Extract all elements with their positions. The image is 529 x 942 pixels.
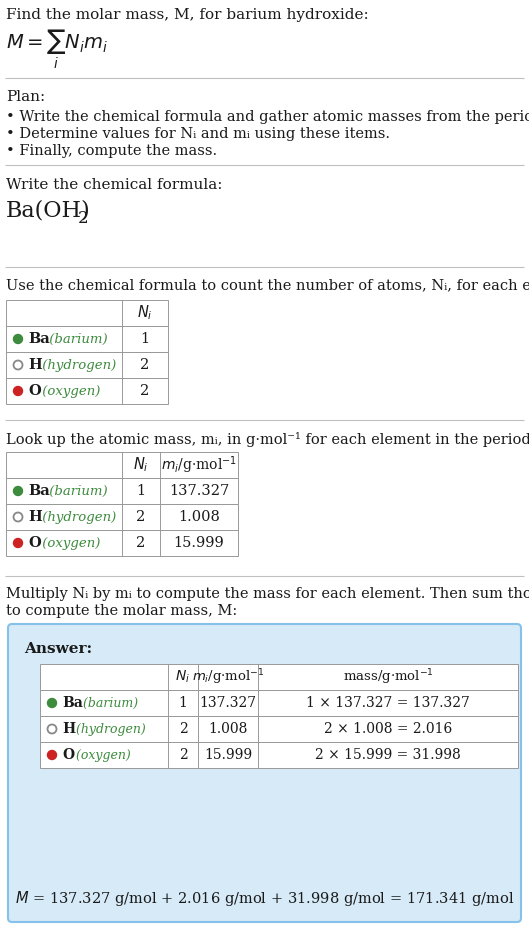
Text: $N_i$: $N_i$: [176, 669, 190, 685]
Bar: [6, 352, 168, 378]
Text: $N_i$: $N_i$: [133, 456, 149, 475]
Text: $N_i$: $N_i$: [137, 303, 153, 322]
Text: $M = \sum_i N_i m_i$: $M = \sum_i N_i m_i$: [6, 28, 108, 72]
Bar: [6, 478, 238, 504]
Bar: [40, 716, 518, 742]
Text: (barium): (barium): [45, 333, 107, 346]
Text: 15.999: 15.999: [174, 536, 224, 550]
Text: (oxygen): (oxygen): [38, 537, 101, 549]
Text: 2: 2: [136, 510, 145, 524]
Text: • Write the chemical formula and gather atomic masses from the periodic table.: • Write the chemical formula and gather …: [6, 110, 529, 124]
Bar: [6, 378, 168, 404]
Text: mass/g·mol$^{-1}$: mass/g·mol$^{-1}$: [343, 667, 433, 687]
FancyBboxPatch shape: [8, 624, 521, 922]
Text: 2: 2: [140, 384, 150, 398]
Text: to compute the molar mass, M:: to compute the molar mass, M:: [6, 604, 237, 618]
Text: 137.327: 137.327: [199, 696, 257, 710]
Text: Ba: Ba: [28, 332, 50, 346]
Text: Look up the atomic mass, mᵢ, in g·mol⁻¹ for each element in the periodic table:: Look up the atomic mass, mᵢ, in g·mol⁻¹ …: [6, 432, 529, 447]
Text: Find the molar mass, M, for barium hydroxide:: Find the molar mass, M, for barium hydro…: [6, 8, 369, 22]
Bar: [6, 530, 238, 556]
Text: • Finally, compute the mass.: • Finally, compute the mass.: [6, 144, 217, 158]
Text: 1.008: 1.008: [178, 510, 220, 524]
Text: Plan:: Plan:: [6, 90, 45, 104]
Text: 2: 2: [136, 536, 145, 550]
Bar: [40, 690, 518, 716]
Bar: [6, 300, 168, 326]
Text: 2: 2: [179, 748, 187, 762]
Text: Ba: Ba: [28, 484, 50, 498]
Text: $m_i$/g·mol$^{-1}$: $m_i$/g·mol$^{-1}$: [191, 667, 264, 687]
Text: (oxygen): (oxygen): [38, 384, 101, 398]
Text: (hydrogen): (hydrogen): [38, 359, 116, 371]
Bar: [6, 326, 168, 352]
Text: 2 × 1.008 = 2.016: 2 × 1.008 = 2.016: [324, 722, 452, 736]
Text: 1.008: 1.008: [208, 722, 248, 736]
Text: Use the chemical formula to count the number of atoms, Nᵢ, for each element:: Use the chemical formula to count the nu…: [6, 278, 529, 292]
Bar: [40, 664, 518, 690]
Text: • Determine values for Nᵢ and mᵢ using these items.: • Determine values for Nᵢ and mᵢ using t…: [6, 127, 390, 141]
Bar: [40, 742, 518, 768]
Circle shape: [48, 751, 57, 759]
Text: H: H: [62, 722, 75, 736]
Text: (barium): (barium): [79, 696, 138, 709]
Text: 2: 2: [78, 210, 89, 227]
Text: 15.999: 15.999: [204, 748, 252, 762]
Text: Ba: Ba: [62, 696, 83, 710]
Text: 2: 2: [179, 722, 187, 736]
Text: 1 × 137.327 = 137.327: 1 × 137.327 = 137.327: [306, 696, 470, 710]
Text: Ba(OH): Ba(OH): [6, 200, 91, 222]
Text: 1: 1: [140, 332, 150, 346]
Circle shape: [14, 539, 23, 547]
Text: $M$ = 137.327 g/mol + 2.016 g/mol + 31.998 g/mol = 171.341 g/mol: $M$ = 137.327 g/mol + 2.016 g/mol + 31.9…: [15, 888, 514, 907]
Text: (barium): (barium): [45, 484, 107, 497]
Text: 2 × 15.999 = 31.998: 2 × 15.999 = 31.998: [315, 748, 461, 762]
Circle shape: [48, 699, 57, 707]
Text: 137.327: 137.327: [169, 484, 229, 498]
Text: H: H: [28, 510, 42, 524]
Text: 2: 2: [140, 358, 150, 372]
Text: O: O: [28, 536, 41, 550]
Bar: [6, 452, 238, 478]
Circle shape: [14, 334, 23, 344]
Text: Multiply Nᵢ by mᵢ to compute the mass for each element. Then sum those values: Multiply Nᵢ by mᵢ to compute the mass fo…: [6, 587, 529, 601]
Circle shape: [14, 486, 23, 495]
Text: (oxygen): (oxygen): [72, 749, 131, 761]
Circle shape: [14, 386, 23, 396]
Text: Answer:: Answer:: [24, 642, 92, 656]
Text: O: O: [62, 748, 74, 762]
Bar: [6, 504, 238, 530]
Text: (hydrogen): (hydrogen): [38, 511, 116, 524]
Text: O: O: [28, 384, 41, 398]
Text: $m_i$/g·mol$^{-1}$: $m_i$/g·mol$^{-1}$: [161, 454, 237, 476]
Text: (hydrogen): (hydrogen): [72, 723, 146, 736]
Text: 1: 1: [136, 484, 145, 498]
Text: 1: 1: [179, 696, 187, 710]
Text: H: H: [28, 358, 42, 372]
Text: Write the chemical formula:: Write the chemical formula:: [6, 178, 223, 192]
